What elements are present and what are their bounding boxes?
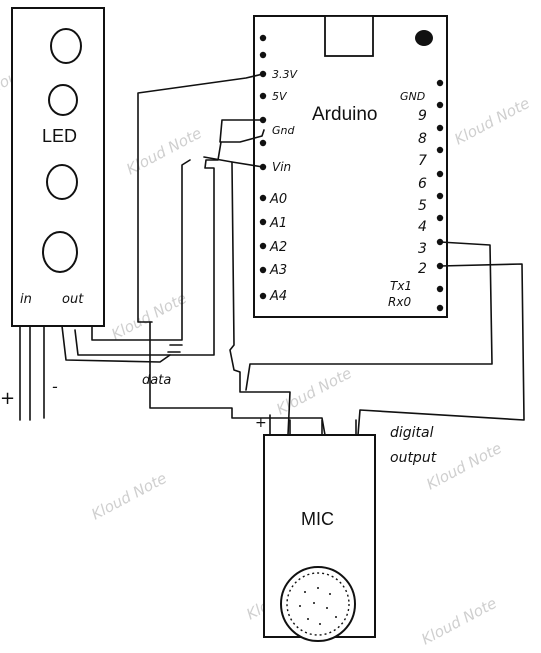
led-minus-mark: - (52, 377, 58, 396)
mic-note-line1: digital (390, 425, 434, 441)
pin-label-a3: A3 (269, 263, 287, 278)
pin-label-6: 6 (418, 176, 427, 192)
power-jack (415, 30, 433, 46)
wire-data (149, 321, 326, 436)
wire-label-data: data (142, 373, 171, 388)
usb-connector (324, 15, 374, 57)
pin-label-3v3: 3.3V (272, 68, 298, 81)
led-circle (50, 28, 82, 64)
pin-label-4: 4 (418, 219, 427, 235)
wires: data (29, 73, 525, 436)
pin-dot (436, 146, 444, 154)
pin-dot (259, 34, 267, 42)
pin-dot (259, 218, 267, 226)
pin-dot (259, 266, 267, 274)
pin-dot (436, 101, 444, 109)
pin-label-2: 2 (418, 261, 427, 277)
pin-dot (259, 194, 267, 202)
microphone-capsule-icon (280, 566, 356, 642)
microphone-mesh-icon (286, 572, 350, 636)
pin-dot (259, 139, 267, 147)
led-plus-mark: + (0, 388, 15, 409)
pin-label-tx1: Tx1 (390, 279, 412, 293)
pin-label-8: 8 (418, 131, 427, 147)
led-pin-in-label: in (20, 292, 32, 307)
arduino-board: Arduino 3.3V 5V Gnd Vin A0 A1 A2 A3 A4 (253, 15, 448, 318)
wire-vin-down (229, 161, 291, 436)
pin-dot (436, 304, 444, 312)
arduino-outline (253, 15, 448, 318)
pin-label-a2: A2 (269, 240, 287, 255)
pin-label-gnd-right: GND (400, 90, 425, 103)
wire-pin2 (357, 263, 525, 436)
led-circle (42, 231, 78, 273)
pin-label-gnd: Gnd (272, 124, 295, 137)
watermark-text: Kloud Note (88, 469, 169, 524)
pin-label-a0: A0 (269, 192, 287, 207)
led-title: LED (42, 126, 77, 146)
pin-dot (259, 292, 267, 300)
watermark-text: Kloud Note (108, 289, 189, 344)
wire-led-out-2 (61, 325, 171, 363)
watermark-text: Kloud Note (123, 124, 204, 179)
watermark-text: Kloud Note (451, 94, 532, 149)
mic-note-line2: output (390, 450, 437, 466)
led-module: LED in out (11, 7, 105, 327)
pin-label-5: 5 (418, 198, 427, 214)
led-supply-leads: + - (0, 325, 58, 421)
pin-dot (259, 51, 267, 59)
led-circle (48, 84, 78, 116)
arduino-title: Arduino (312, 104, 378, 125)
pin-dot (436, 192, 444, 200)
pin-dot (436, 79, 444, 87)
wire-pin3 (245, 241, 493, 391)
pin-label-a4: A4 (269, 289, 287, 304)
led-board (11, 7, 105, 327)
microphone-mesh-dots (299, 587, 337, 625)
pin-label-9: 9 (418, 108, 427, 124)
wire-gnd-down (74, 141, 222, 356)
watermark-text: Kloud Note (423, 439, 504, 494)
pin-label-5v: 5V (272, 90, 288, 103)
pin-dot (436, 124, 444, 132)
pin-dot (259, 92, 267, 100)
wire-gnd (219, 119, 265, 143)
watermark-text: Kloud Note (418, 594, 499, 649)
pin-label-rx0: Rx0 (388, 295, 411, 309)
pin-label-vin: Vin (272, 160, 291, 174)
pin-dot (436, 285, 444, 293)
pin-dot (436, 214, 444, 222)
wire-led-out (91, 159, 191, 341)
mic-title: MIC (301, 509, 334, 529)
mic-module: MIC + digital output (255, 415, 437, 642)
led-pin-out-label: out (62, 292, 84, 307)
wire-3v3 (137, 73, 264, 323)
pin-dot (259, 242, 267, 250)
pin-label-3: 3 (418, 241, 427, 257)
pin-label-7: 7 (418, 153, 427, 169)
pin-label-a1: A1 (269, 216, 287, 231)
mic-plus-mark: + (255, 415, 267, 431)
led-circle (46, 164, 78, 200)
pin-dot (436, 170, 444, 178)
